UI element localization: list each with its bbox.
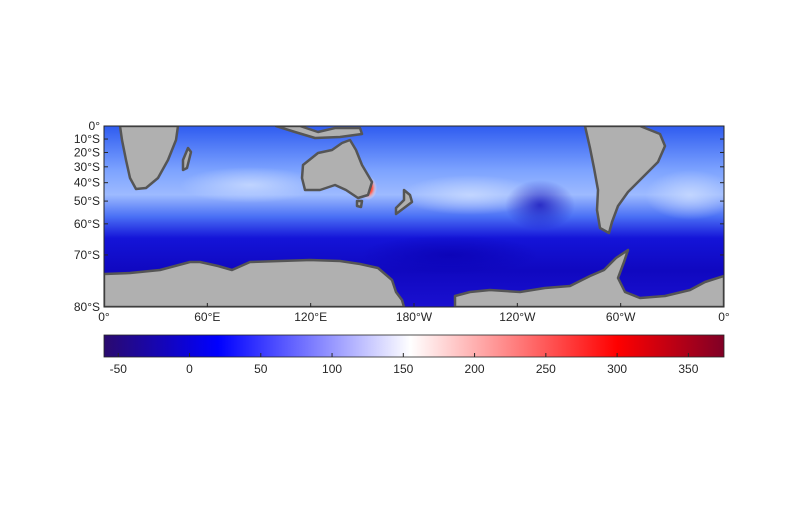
madagascar xyxy=(181,146,193,172)
lon-tick-label: 60°W xyxy=(606,310,636,324)
colorbar-tick-label: 250 xyxy=(536,362,556,376)
lat-tick-label: 50°S xyxy=(74,194,100,208)
indonesia xyxy=(274,126,364,140)
new-zealand xyxy=(394,188,414,216)
colorbar-tick-label: 350 xyxy=(678,362,698,376)
colorbar-axis: -50 0 50 100 150 200 250 300 350 xyxy=(110,353,699,376)
colorbar-tick-label: 50 xyxy=(254,362,268,376)
field-feature xyxy=(360,235,540,275)
lat-tick-label: 0° xyxy=(89,119,101,133)
lat-tick-label: 30°S xyxy=(74,160,100,174)
field-feature xyxy=(505,180,575,230)
south-america xyxy=(583,126,667,235)
colorbar-tick-label: 200 xyxy=(465,362,485,376)
lon-tick-label: 0° xyxy=(98,310,110,324)
lon-tick-label: 180°W xyxy=(396,310,433,324)
colorbar-tick-label: 0 xyxy=(186,362,193,376)
colorbar xyxy=(103,334,725,358)
colorbar-tick-label: 150 xyxy=(393,362,413,376)
africa xyxy=(118,126,180,191)
tasmania xyxy=(355,199,364,209)
colorbar-tick-label: -50 xyxy=(110,362,128,376)
lat-tick-label: 60°S xyxy=(74,217,100,231)
lat-tick-label: 80°S xyxy=(74,300,100,314)
lon-tick-label: 0° xyxy=(718,310,730,324)
lon-tick-label: 120°E xyxy=(294,310,327,324)
lat-tick-label: 40°S xyxy=(74,176,100,190)
colorbar-tick-label: 300 xyxy=(607,362,627,376)
latitude-axis: 0°10°S20°S30°S 40°S 50°S 60°S 70°S 80°S xyxy=(74,119,724,314)
australia xyxy=(300,138,374,200)
longitude-axis: 0° 60°E 120°E 180°W 120°W 60°W 0° xyxy=(98,303,730,324)
antarctica-east xyxy=(104,258,406,307)
colorbar-tick-label: 100 xyxy=(322,362,342,376)
field-feature xyxy=(180,167,320,203)
map-area xyxy=(104,126,724,307)
lat-tick-label: 70°S xyxy=(74,248,100,262)
land xyxy=(104,126,724,307)
lon-tick-label: 120°W xyxy=(499,310,536,324)
lat-tick-label: 10°S xyxy=(74,132,100,146)
antarctica-west xyxy=(453,248,724,307)
lon-tick-label: 60°E xyxy=(194,310,220,324)
field-feature xyxy=(645,170,724,220)
lat-tick-label: 20°S xyxy=(74,145,100,159)
